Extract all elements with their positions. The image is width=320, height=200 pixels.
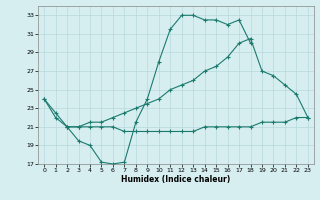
X-axis label: Humidex (Indice chaleur): Humidex (Indice chaleur) xyxy=(121,175,231,184)
